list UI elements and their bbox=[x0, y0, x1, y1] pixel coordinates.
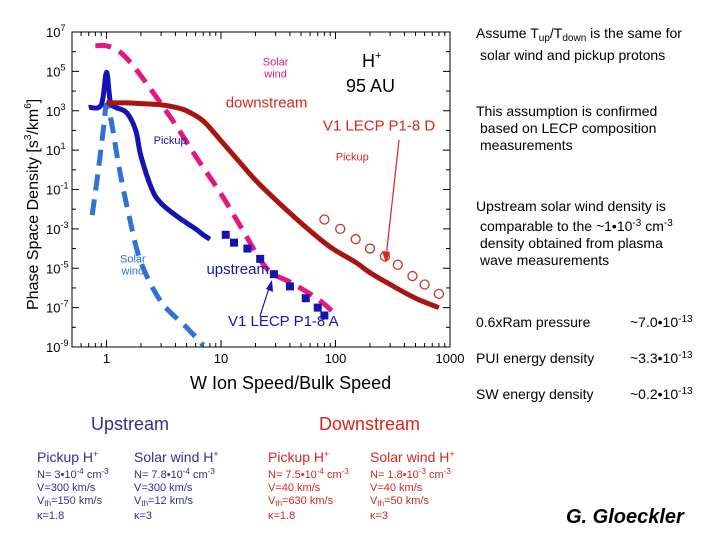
marker-v1-lecp-a bbox=[301, 294, 310, 303]
x-tick-label: 1 bbox=[103, 351, 110, 366]
arrow-d-head bbox=[382, 251, 390, 263]
energy-value-ram: ~7.0•10-13 bbox=[630, 314, 693, 330]
x-tick-label: 1000 bbox=[436, 351, 465, 366]
y-tick-label: 10-7 bbox=[46, 299, 68, 316]
x-axis-label: W Ion Speed/Bulk Speed bbox=[190, 373, 391, 393]
pickup-downstream-params: Pickup H+ N= 7.5•10-4 cm-3 V=40 km/s Vth… bbox=[268, 449, 349, 522]
energy-value-sw: ~0.2•10-13 bbox=[630, 386, 693, 402]
downstream-header: Downstream bbox=[319, 414, 421, 434]
annotation-pickup_up: Pickup bbox=[154, 135, 187, 147]
energy-row-ram: 0.6xRam pressure bbox=[476, 314, 591, 330]
pickup-upstream-params: Pickup H+ N= 3•10-4 cm-3 V=300 km/s Vth=… bbox=[37, 449, 109, 522]
series-pickup_downstream bbox=[106, 100, 440, 310]
energy-row-pui: PUI energy density bbox=[476, 350, 595, 366]
arrow-a-shaft bbox=[259, 284, 271, 317]
author-credit: G. Gloeckler bbox=[566, 506, 684, 528]
y-tick-label: 10-1 bbox=[46, 181, 68, 198]
x-tick-label: 10 bbox=[214, 351, 228, 366]
energy-row-sw: SW energy density bbox=[476, 386, 594, 402]
y-tick-label: 105 bbox=[46, 62, 65, 79]
annotation-upstream: upstream bbox=[206, 261, 269, 278]
marker-v1-lecp-a bbox=[285, 282, 294, 291]
annotation-solar_wind_up: Solar wind bbox=[120, 253, 146, 277]
note-confirmed: This assumption is confirmed based on LE… bbox=[476, 103, 658, 153]
arrow-d-shaft bbox=[385, 139, 400, 259]
marker-v1-lecp-d bbox=[433, 288, 445, 300]
annotation-solar_wind_top: Solar wind bbox=[263, 56, 289, 80]
annotation-v1_d: V1 LECP P1-8 D bbox=[323, 117, 435, 134]
annotation-downstream: downstream bbox=[226, 94, 308, 111]
y-tick-label: 103 bbox=[46, 102, 65, 119]
phase-space-density-chart: 1 10 100 1000 107 105 103 101 10-1 10-3 10-5 10-7 10… bbox=[23, 23, 464, 393]
axis-ticks: 1 10 100 1000 107 105 103 101 10-1 10-3 10-5 10-7 10… bbox=[46, 23, 464, 366]
y-axis-label: Phase Space Density [s3/km6] bbox=[23, 99, 42, 310]
marker-v1-lecp-a bbox=[221, 230, 230, 239]
x-tick-label: 100 bbox=[325, 351, 347, 366]
marker-layer bbox=[221, 214, 445, 320]
series-pickup_upstream bbox=[88, 69, 212, 242]
marker-v1-lecp-d bbox=[364, 243, 376, 254]
y-tick-label: 101 bbox=[46, 141, 65, 158]
y-tick-label: 107 bbox=[46, 23, 65, 40]
marker-v1-lecp-d bbox=[335, 223, 346, 235]
series-layer bbox=[88, 42, 440, 348]
sw-upstream-params: Solar wind H+ N= 7.8•10-4 cm-3 V=300 km/… bbox=[134, 449, 219, 522]
marker-v1-lecp-d bbox=[392, 259, 403, 270]
annotation-pickup_down: Pickup bbox=[336, 151, 369, 163]
series-solar_wind_upstream bbox=[89, 102, 206, 348]
marker-v1-lecp-d bbox=[350, 234, 361, 245]
y-tick-label: 10-9 bbox=[46, 338, 68, 355]
marker-v1-lecp-a bbox=[320, 311, 329, 320]
series-solar_wind_downstream bbox=[95, 42, 335, 314]
annotation-v1_a: V1 LECP P1-8 A bbox=[228, 313, 339, 330]
marker-v1-lecp-d bbox=[419, 279, 430, 290]
marker-v1-lecp-a bbox=[256, 254, 265, 263]
arrow-a-head bbox=[266, 280, 273, 292]
note-upstream-density: Upstream solar wind density is comparabl… bbox=[476, 198, 673, 268]
annotation-layer: Solar wind downstream V1 LECP P1-8 D Pickup P… bbox=[120, 56, 435, 329]
marker-v1-lecp-a bbox=[269, 270, 278, 279]
y-tick-label: 10-3 bbox=[46, 220, 68, 237]
species-charge: + bbox=[375, 50, 381, 62]
species-symbol: H bbox=[362, 51, 375, 71]
distance-label: 95 AU bbox=[346, 76, 395, 96]
species-label: H+ 95 AU bbox=[346, 50, 395, 96]
marker-v1-lecp-a bbox=[243, 244, 252, 253]
sw-downstream-params: Solar wind H+ N= 1.8•10-3 cm-3 V=40 km/s… bbox=[370, 449, 455, 522]
marker-v1-lecp-a bbox=[230, 238, 239, 247]
upstream-header: Upstream bbox=[91, 414, 170, 434]
marker-v1-lecp-d bbox=[407, 270, 418, 282]
note-assume: Assume Tup/Tdown is the same for solar w… bbox=[476, 25, 682, 63]
y-tick-label: 10-5 bbox=[46, 259, 68, 276]
svg-text:H+: H+ bbox=[362, 50, 381, 71]
marker-v1-lecp-d bbox=[319, 214, 330, 225]
energy-value-pui: ~3.3•10-13 bbox=[630, 350, 693, 366]
marker-v1-lecp-a bbox=[313, 303, 322, 312]
